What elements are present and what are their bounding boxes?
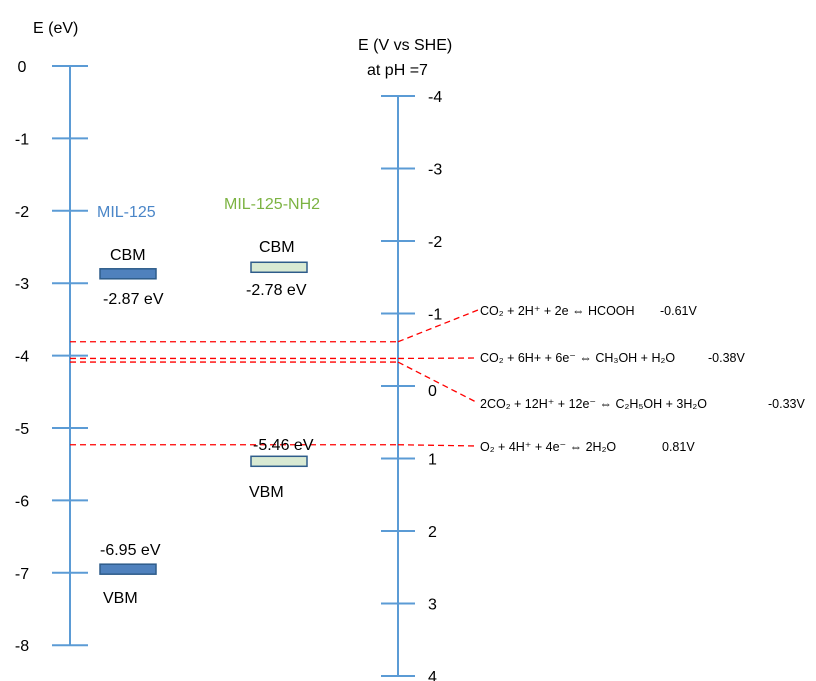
left-axis: E (eV) 0 -1 -2 -3 -4 -5 -6 -7 -8: [15, 20, 88, 655]
vbm-value: -6.95 eV: [100, 542, 161, 559]
cbm-value: -2.78 eV: [246, 282, 307, 299]
vbm-level-bar: [250, 455, 308, 468]
right-axis-tick-label: 4: [428, 669, 437, 681]
vbm-level-bar: [99, 563, 157, 575]
redox-equation-text: CO₂ + 2H⁺ + 2e ⇔ HCOOH: [480, 304, 635, 318]
cbm-value: -2.87 eV: [103, 291, 164, 308]
left-axis-tick-label: -3: [15, 276, 29, 293]
right-axis-tick-label: -4: [428, 89, 442, 106]
redox-equation-c2h5oh: 2CO₂ + 12H⁺ + 12e⁻ ⇔ C₂H₅OH + 3H₂O -0.33…: [480, 397, 805, 411]
redox-equations: CO₂ + 2H⁺ + 2e ⇔ HCOOH -0.61V CO₂ + 6H+ …: [480, 304, 805, 454]
cbm-label: CBM: [259, 239, 295, 256]
redox-equation-text: O₂ + 4H⁺ + 4e⁻ ⇔ 2H₂O: [480, 440, 616, 454]
right-axis-title: E (V vs SHE): [358, 37, 452, 54]
right-axis-ticks: -4 -3 -2 -1 0 1 2 3 4: [381, 89, 442, 681]
redox-equation-text: CO₂ + 6H+ + 6e⁻ ⇔ CH₃OH + H₂O: [480, 351, 675, 365]
left-axis-tick-label: -6: [15, 493, 29, 510]
redox-lines: [70, 309, 479, 447]
right-axis-tick-label: 1: [428, 452, 437, 469]
material-mil-125: MIL-125 CBM -2.87 eV -6.95 eV VBM: [97, 204, 164, 607]
redox-potential-text: -0.61V: [660, 304, 697, 318]
redox-potential-text: 0.81V: [662, 440, 695, 454]
redox-equation-hcooh: CO₂ + 2H⁺ + 2e ⇔ HCOOH -0.61V: [480, 304, 697, 318]
right-axis-tick-label: 2: [428, 524, 437, 541]
material-name: MIL-125-NH2: [224, 196, 320, 213]
material-mil-125-nh2: MIL-125-NH2 CBM -2.78 eV -5.46 eV VBM: [224, 196, 320, 501]
redox-leader-line: [397, 309, 479, 343]
left-axis-tick-label: 0: [18, 59, 27, 76]
cbm-level-bar: [99, 268, 157, 280]
redox-potential-text: -0.38V: [708, 351, 745, 365]
material-name: MIL-125: [97, 204, 156, 221]
redox-leader-line: [397, 361, 479, 404]
left-axis-tick-label: -8: [15, 638, 29, 655]
left-axis-tick-label: -5: [15, 421, 29, 438]
vbm-label: VBM: [249, 484, 284, 501]
cbm-label: CBM: [110, 247, 146, 264]
left-axis-tick-label: -4: [15, 349, 29, 366]
right-axis-tick-label: -2: [428, 234, 442, 251]
redox-leader-line: [397, 444, 479, 447]
right-axis-subtitle: at pH =7: [367, 62, 428, 79]
cbm-level-bar: [250, 261, 308, 274]
left-axis-ticks: 0 -1 -2 -3 -4 -5 -6 -7 -8: [15, 59, 88, 655]
right-axis-tick-label: 0: [428, 383, 437, 400]
redox-equation-ch3oh: CO₂ + 6H+ + 6e⁻ ⇔ CH₃OH + H₂O -0.38V: [480, 351, 745, 365]
left-axis-title: E (eV): [33, 20, 78, 37]
right-axis: E (V vs SHE) at pH =7 -4 -3 -2 -1 0 1 2 3 4: [358, 37, 452, 681]
vbm-value: -5.46 eV: [253, 437, 314, 454]
redox-equation-o2: O₂ + 4H⁺ + 4e⁻ ⇔ 2H₂O 0.81V: [480, 440, 695, 454]
left-axis-tick-label: -1: [15, 131, 29, 148]
left-axis-tick-label: -2: [15, 204, 29, 221]
redox-potential-text: -0.33V: [768, 397, 805, 411]
vbm-label: VBM: [103, 590, 138, 607]
right-axis-tick-label: -3: [428, 162, 442, 179]
right-axis-tick-label: -1: [428, 307, 442, 324]
redox-equation-text: 2CO₂ + 12H⁺ + 12e⁻ ⇔ C₂H₅OH + 3H₂O: [480, 397, 707, 411]
right-axis-tick-label: 3: [428, 597, 437, 614]
left-axis-tick-label: -7: [15, 566, 29, 583]
